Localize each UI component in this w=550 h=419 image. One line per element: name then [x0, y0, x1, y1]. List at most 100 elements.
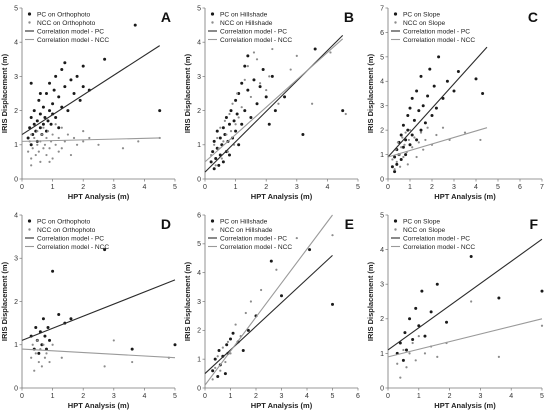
data-point	[40, 133, 43, 136]
data-point	[413, 136, 416, 139]
data-point	[173, 343, 177, 347]
x-tick-label: 2	[264, 184, 268, 191]
series-correlation-model-ncc	[204, 214, 333, 386]
data-point	[275, 268, 278, 271]
data-point	[225, 343, 229, 347]
data-point	[252, 78, 256, 82]
y-tick-label: 2	[197, 108, 201, 115]
data-point	[441, 126, 445, 129]
data-point	[36, 130, 39, 133]
legend-entry-label: Correlation model - PC	[403, 28, 470, 35]
y-axis-label: IRIS Displacement (m)	[183, 261, 192, 341]
series-correlation-model-pc	[21, 279, 176, 341]
data-point	[222, 140, 225, 143]
data-point	[32, 109, 36, 113]
legend-entry-label: Correlation model - NCC	[403, 37, 475, 44]
x-tick-label: 4	[142, 393, 146, 400]
data-point	[211, 369, 215, 373]
x-axis-label: HPT Analysis (m)	[251, 192, 313, 201]
data-point	[32, 122, 36, 126]
data-point	[404, 348, 408, 352]
legend-marker-swatch	[393, 219, 398, 223]
data-point	[31, 147, 34, 150]
data-point	[229, 337, 232, 341]
data-point	[82, 130, 85, 133]
data-point	[54, 143, 57, 146]
data-point	[258, 85, 262, 89]
y-tick-label: 1	[197, 142, 201, 149]
chart-b: 0 1 2 3 4 5 0 1 2 3 4 5 HPT Analysis (m) IRIS Displac…	[183, 5, 360, 201]
x-axis-label: HPT Analysis (m)	[68, 192, 130, 201]
data-point	[269, 259, 273, 263]
data-point	[430, 113, 434, 117]
data-point	[404, 138, 408, 142]
data-point	[234, 98, 238, 102]
data-point	[46, 325, 50, 329]
legend-entry-label: PC on Slope	[403, 11, 440, 18]
data-point	[243, 64, 247, 68]
data-point	[69, 78, 73, 82]
series-pc-on-orthophoto	[29, 248, 177, 355]
data-point	[268, 75, 271, 78]
data-point	[213, 143, 216, 146]
data-point	[30, 356, 33, 359]
data-point	[399, 157, 403, 161]
x-tick-label: 1	[417, 393, 421, 400]
x-tick-label: 4	[325, 184, 329, 191]
panel-letter: F	[529, 216, 538, 232]
x-tick-label: 5	[173, 184, 177, 191]
x-axis-label: HPT Analysis (m)	[434, 401, 496, 410]
legend-entry-label: Correlation model - PC	[220, 28, 287, 35]
data-point	[36, 143, 39, 146]
data-point	[57, 95, 61, 99]
legend-entry-label: Correlation model - NCC	[37, 37, 109, 44]
series-pc-on-hillshade	[211, 248, 334, 378]
data-point	[436, 355, 439, 358]
data-point	[224, 360, 227, 364]
x-tick-label: 0	[386, 393, 390, 400]
series-correlation-model-ncc	[21, 137, 160, 142]
series-ncc-on-slope	[396, 300, 544, 379]
data-point	[44, 347, 48, 351]
data-point	[219, 126, 222, 129]
regression-line	[387, 318, 543, 358]
data-point	[209, 160, 213, 164]
legend-entry-label: NCC on Slope	[403, 227, 445, 234]
x-tick-label: 5	[173, 393, 177, 400]
data-point	[48, 81, 52, 85]
data-point	[39, 160, 42, 163]
legend-marker-swatch	[27, 12, 32, 16]
data-point	[479, 138, 482, 142]
panel-letter: A	[161, 9, 171, 25]
series-correlation-model-pc	[387, 238, 543, 351]
data-point	[33, 136, 36, 140]
series-correlation-model-pc	[204, 34, 344, 173]
data-point	[224, 115, 228, 119]
legend-entry-label: PC on Orthophoto	[37, 11, 90, 18]
data-point	[401, 358, 405, 362]
data-point	[414, 306, 418, 310]
y-tick-label: 2	[14, 299, 18, 306]
data-point	[403, 331, 407, 335]
data-point	[227, 122, 231, 126]
data-point	[429, 310, 433, 314]
y-tick-label: 4	[380, 79, 384, 86]
data-point	[33, 369, 36, 372]
data-point	[252, 51, 256, 54]
data-point	[78, 98, 82, 102]
data-point	[255, 58, 259, 61]
x-tick-label: 2	[81, 184, 85, 191]
data-point	[213, 357, 217, 361]
data-point	[313, 47, 317, 51]
data-point	[243, 109, 247, 113]
data-point	[244, 311, 247, 315]
data-point	[38, 112, 42, 116]
data-point	[437, 55, 441, 59]
data-point	[234, 129, 238, 133]
data-point	[422, 148, 425, 151]
data-point	[415, 138, 419, 142]
data-point	[42, 147, 45, 150]
y-tick-label: 2	[380, 316, 384, 323]
data-point	[226, 150, 230, 153]
chart-d: 0 1 2 3 4 5 0 1 2 3 4 HPT Analysis (m) IRIS Displace…	[0, 212, 177, 410]
